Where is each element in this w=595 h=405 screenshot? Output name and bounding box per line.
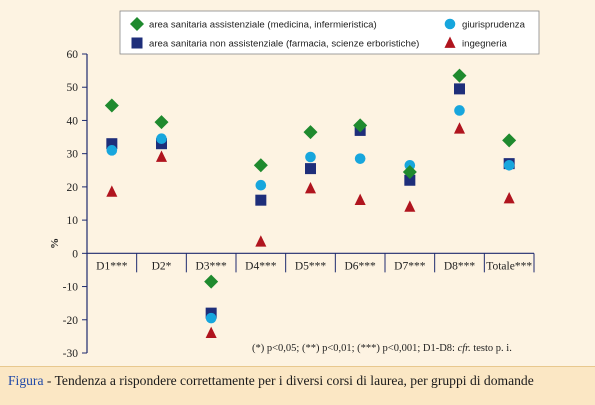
x-tick-label: D5***	[295, 260, 327, 272]
data-point-circle	[255, 179, 267, 191]
data-point-circle	[205, 312, 217, 324]
x-tick-label: D8***	[444, 260, 476, 272]
data-point-triangle	[205, 326, 217, 338]
x-tick-label: Totale***	[486, 260, 532, 272]
data-point-triangle	[453, 122, 466, 134]
legend-label: ingegneria	[462, 39, 507, 50]
y-tick-label: 60	[67, 49, 79, 61]
data-point-diamond	[452, 68, 467, 83]
data-point-square	[404, 174, 416, 186]
data-point-triangle	[503, 192, 515, 204]
data-point-circle	[305, 151, 316, 163]
data-point-circle	[156, 133, 167, 145]
y-tick-label: 10	[67, 215, 79, 227]
data-point-triangle	[155, 150, 168, 162]
data-point-triangle	[354, 193, 366, 206]
data-point-diamond	[303, 125, 318, 140]
y-tick-label: -10	[63, 282, 79, 294]
chart: area sanitaria assistenziale (medicina, …	[49, 10, 540, 360]
y-axis-label: %	[49, 238, 61, 249]
data-point-circle	[454, 105, 465, 116]
note-text-1: (*) p<0,05; (**) p<0,01; (***) p<0,001; …	[252, 343, 458, 354]
y-tick-label: -20	[63, 315, 79, 327]
data-point-square	[305, 163, 316, 175]
data-marks	[104, 68, 517, 338]
legend: area sanitaria assistenziale (medicina, …	[130, 17, 526, 50]
data-point-square	[454, 83, 465, 95]
x-tick-label: D2*	[152, 260, 172, 272]
data-point-triangle	[304, 182, 317, 194]
y-tick-label: 40	[67, 115, 79, 127]
data-point-triangle	[255, 235, 267, 247]
note-cfr: cfr.	[457, 343, 471, 354]
x-tick-label: D4***	[245, 260, 277, 272]
data-point-diamond	[154, 115, 169, 130]
note-text-2: testo p. i.	[470, 343, 512, 354]
data-point-square	[255, 194, 267, 206]
legend-marker-square	[131, 37, 143, 49]
legend-marker-circle	[444, 18, 456, 30]
data-point-diamond	[253, 158, 268, 173]
legend-marker-diamond	[130, 17, 144, 31]
caption-label: Figura	[8, 373, 44, 388]
significance-note: (*) p<0,05; (**) p<0,01; (***) p<0,001; …	[252, 343, 512, 354]
legend-box	[119, 10, 540, 55]
data-point-circle	[503, 159, 515, 171]
data-point-triangle	[106, 185, 118, 197]
y-tick-label: 50	[67, 82, 79, 94]
data-point-square	[106, 138, 118, 150]
figure-caption: Figura - Tendenza a rispondere correttam…	[8, 373, 534, 389]
data-point-diamond	[204, 274, 219, 289]
data-point-diamond	[402, 164, 417, 179]
legend-marker-triangle	[444, 36, 456, 48]
y-tick-label: -30	[63, 348, 79, 360]
legend-label: area sanitaria assistenziale (medicina, …	[149, 20, 377, 31]
x-tick-label: D3***	[196, 260, 228, 272]
data-point-triangle	[404, 200, 416, 212]
y-tick-label: 0	[72, 248, 78, 260]
x-tick-label: D6***	[345, 260, 377, 272]
y-tick-label: 30	[67, 149, 79, 161]
x-tick-label: D7***	[394, 260, 426, 272]
caption-bar	[0, 366, 595, 405]
legend-label: giurisprudenza	[462, 20, 526, 31]
data-point-diamond	[502, 133, 517, 148]
data-point-diamond	[104, 98, 119, 113]
data-point-circle	[106, 145, 118, 156]
caption-text: - Tendenza a rispondere correttamente pe…	[43, 373, 534, 388]
axes: -30 -20 -10 0 10 20 30 40 50 60% D1*** D2* D3*** D4**…	[49, 49, 535, 360]
data-point-circle	[354, 153, 366, 164]
y-tick-label: 20	[67, 182, 79, 194]
x-tick-label: D1***	[96, 260, 128, 272]
legend-label: area sanitaria non assistenziale (farmac…	[149, 39, 419, 50]
data-point-diamond	[353, 118, 368, 133]
